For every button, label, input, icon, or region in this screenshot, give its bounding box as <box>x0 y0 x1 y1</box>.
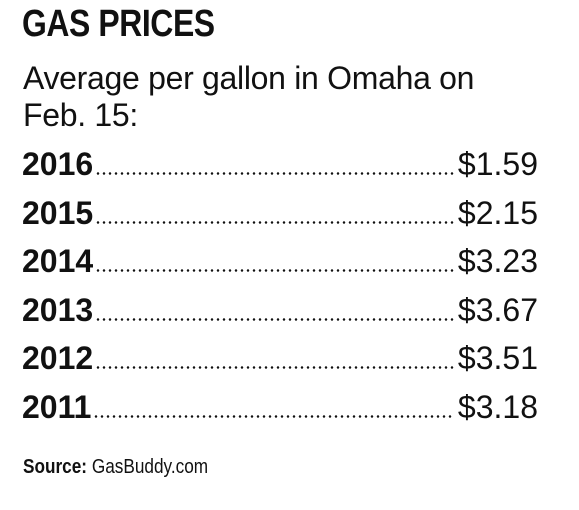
row-year: 2013 <box>22 291 94 328</box>
table-row: 2016 $1.59 <box>22 140 538 189</box>
table-row: 2015 $2.15 <box>22 189 538 238</box>
table-row: 2012 $3.51 <box>22 334 538 383</box>
chart-title: GAS PRICES <box>22 3 215 45</box>
row-price: $3.67 <box>457 291 538 328</box>
row-price: $3.18 <box>457 388 538 425</box>
dot-leader <box>93 414 454 418</box>
chart-subtitle: Average per gallon in Omaha on Feb. 15: <box>23 60 475 133</box>
price-table: 2016 $1.59 2015 $2.15 2014 $3.23 2013 $3.67 2012… <box>22 140 538 431</box>
dot-leader <box>95 317 454 321</box>
gas-prices-graphic: GAS PRICES Average per gallon in Omaha o… <box>22 0 542 510</box>
dot-leader <box>95 269 454 272</box>
dot-leader <box>95 366 454 369</box>
row-price: $2.15 <box>457 194 538 231</box>
source-credit: Source: GasBuddy.com <box>23 455 208 479</box>
row-price: $1.59 <box>457 146 538 182</box>
row-price: $3.51 <box>457 340 538 376</box>
source-label: Source: <box>23 456 88 478</box>
table-row: 2014 $3.23 <box>22 237 538 286</box>
row-year: 2011 <box>22 388 92 425</box>
dot-leader <box>95 172 454 175</box>
row-year: 2012 <box>22 340 94 376</box>
dot-leader <box>95 220 454 224</box>
source-text: GasBuddy.com <box>91 456 209 478</box>
row-price: $3.23 <box>457 243 538 279</box>
table-row: 2011 $3.18 <box>22 383 538 432</box>
row-year: 2014 <box>22 243 94 279</box>
table-row: 2013 $3.67 <box>22 286 538 335</box>
row-year: 2015 <box>22 194 94 231</box>
row-year: 2016 <box>22 146 94 182</box>
